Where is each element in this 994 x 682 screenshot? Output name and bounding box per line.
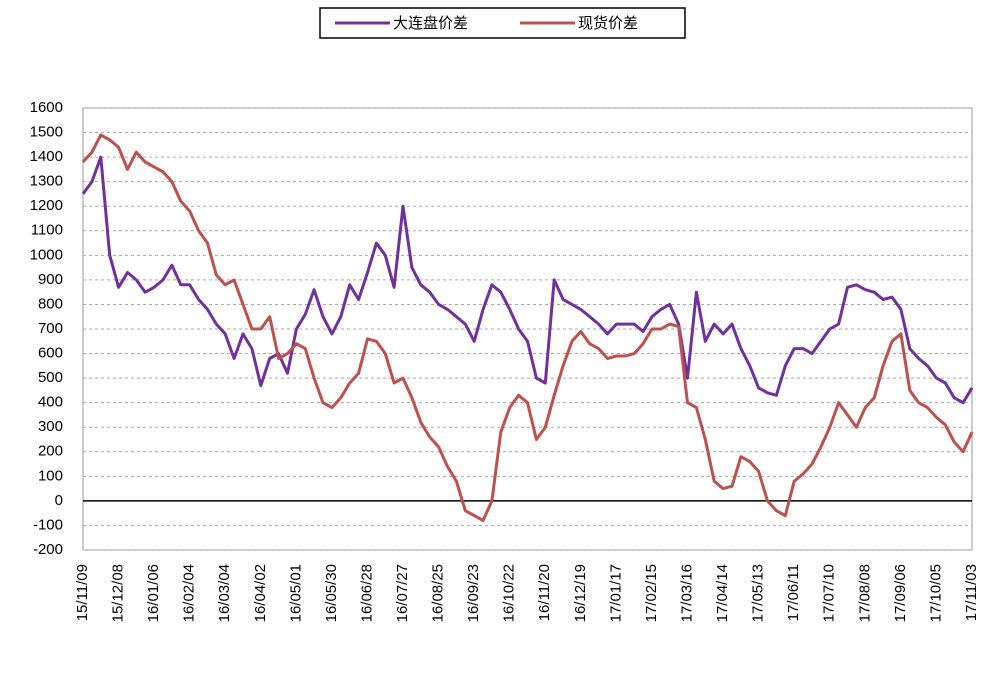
y-tick-label: 1000 [30,246,63,263]
x-tick-label: 16/02/04 [181,564,198,622]
y-tick-label: 500 [38,369,63,386]
x-tick-label: 16/01/06 [145,564,162,622]
x-tick-label: 17/11/03 [963,564,980,621]
series-line [81,133,974,522]
y-tick-label: 300 [38,418,63,435]
y-tick-label: 900 [38,271,63,288]
y-tick-label: 1200 [30,197,63,214]
y-tick-label: 1300 [30,173,63,190]
y-tick-label: 100 [38,467,63,484]
x-tick-label: 17/03/16 [678,564,695,622]
y-tick-label: 1100 [31,222,63,239]
x-tick-label: 16/06/28 [358,564,375,622]
x-tick-label: 17/04/14 [714,564,731,622]
x-tick-label: 17/10/05 [927,564,944,622]
x-tick-label: 16/03/04 [216,564,233,622]
x-tick-label: 16/12/19 [572,564,589,622]
y-tick-label: 600 [38,345,63,362]
y-tick-label: 400 [38,394,63,411]
x-tick-label: 17/06/11 [785,564,802,621]
x-tick-label: 16/10/22 [501,564,518,622]
y-tick-label: 1400 [30,148,63,165]
x-tick-label: 17/02/15 [643,564,660,622]
x-tick-label: 17/08/08 [856,564,873,622]
x-tick-label: 17/09/06 [892,564,909,622]
y-tick-label: 800 [38,295,63,312]
legend-label: 大连盘价差 [393,14,468,32]
x-tick-label: 16/07/27 [394,564,411,622]
y-tick-label: 0 [55,492,63,509]
legend-label: 现货价差 [578,15,638,32]
x-tick-label: 16/04/02 [252,564,269,622]
x-tick-label: 16/08/25 [430,564,447,622]
x-tick-label: 17/05/13 [750,564,767,622]
y-tick-label: 200 [38,443,63,460]
x-tick-label: 16/05/01 [287,564,304,622]
x-tick-label: 16/09/23 [465,564,482,622]
series-line [81,155,974,405]
x-tick-label: 16/11/20 [536,564,553,621]
y-tick-label: 1600 [30,99,63,116]
y-tick-label: -100 [33,516,63,533]
y-tick-label: -200 [33,541,63,558]
y-tick-label: 1500 [30,124,63,141]
x-tick-label: 15/12/08 [110,564,127,622]
x-tick-label: 16/05/30 [323,564,340,622]
x-tick-label: 17/01/17 [607,564,624,622]
x-tick-label: 15/11/09 [74,564,91,621]
y-tick-label: 700 [38,320,63,337]
x-tick-label: 17/07/10 [821,564,838,622]
